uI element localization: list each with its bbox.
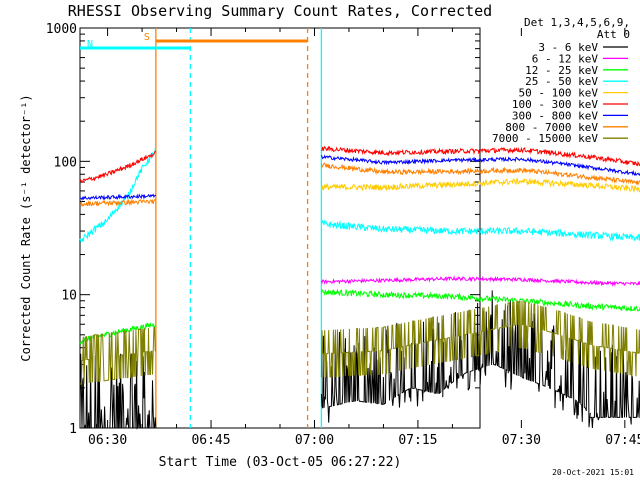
legend-label: 3 - 6 keV xyxy=(538,41,598,54)
legend-header-line-2: Att 0 xyxy=(597,28,630,41)
legend-label: 800 - 7000 keV xyxy=(505,121,598,134)
series-line xyxy=(79,326,156,385)
series-line xyxy=(320,288,640,312)
series-line xyxy=(321,145,640,167)
series-line xyxy=(321,219,640,242)
x-tick-label: 07:30 xyxy=(502,433,541,448)
series-line xyxy=(320,275,640,287)
series-line xyxy=(320,300,640,378)
x-tick-label: 07:15 xyxy=(398,433,437,448)
series-line xyxy=(79,193,157,201)
flag-label: N xyxy=(87,39,93,50)
series-line xyxy=(79,150,157,184)
legend-label: 25 - 50 keV xyxy=(525,75,598,88)
plot-area: 06:3006:4507:0007:1507:3007:4508:0011010… xyxy=(46,22,640,448)
x-tick-label: 07:45 xyxy=(605,433,640,448)
legend-label: 50 - 100 keV xyxy=(519,87,599,100)
chart-title: RHESSI Observing Summary Count Rates, Co… xyxy=(68,2,492,20)
x-tick-label: 07:00 xyxy=(295,433,334,448)
legend-label: 300 - 800 keV xyxy=(512,109,598,122)
flag-label: S xyxy=(144,32,150,43)
series-line xyxy=(79,148,157,243)
y-tick-label: 100 xyxy=(54,155,77,170)
x-tick-label: 06:30 xyxy=(88,433,127,448)
series-line xyxy=(590,344,640,429)
legend-header-line-1: Det 1,3,4,5,6,9, xyxy=(524,16,630,29)
x-tick-label: 06:45 xyxy=(191,433,230,448)
series-line xyxy=(79,198,157,208)
series-line xyxy=(320,162,640,187)
legend-label: 100 - 300 keV xyxy=(512,98,598,111)
y-tick-label: 1 xyxy=(69,422,77,437)
legend-label: 7000 - 15000 keV xyxy=(492,132,598,145)
y-tick-label: 1000 xyxy=(46,22,77,37)
legend-label: 12 - 25 keV xyxy=(525,64,598,77)
legend-label: 6 - 12 keV xyxy=(532,52,599,65)
y-tick-label: 10 xyxy=(61,289,77,304)
y-axis-label: Corrected Count Rate (s⁻¹ detector⁻¹) xyxy=(19,94,33,361)
x-axis-label: Start Time (03-Oct-05 06:27:22) xyxy=(159,455,402,470)
footer-timestamp: 20-Oct-2021 15:01 xyxy=(552,468,634,477)
series-line xyxy=(79,353,157,430)
series-line xyxy=(320,177,640,194)
series-line xyxy=(320,154,640,177)
